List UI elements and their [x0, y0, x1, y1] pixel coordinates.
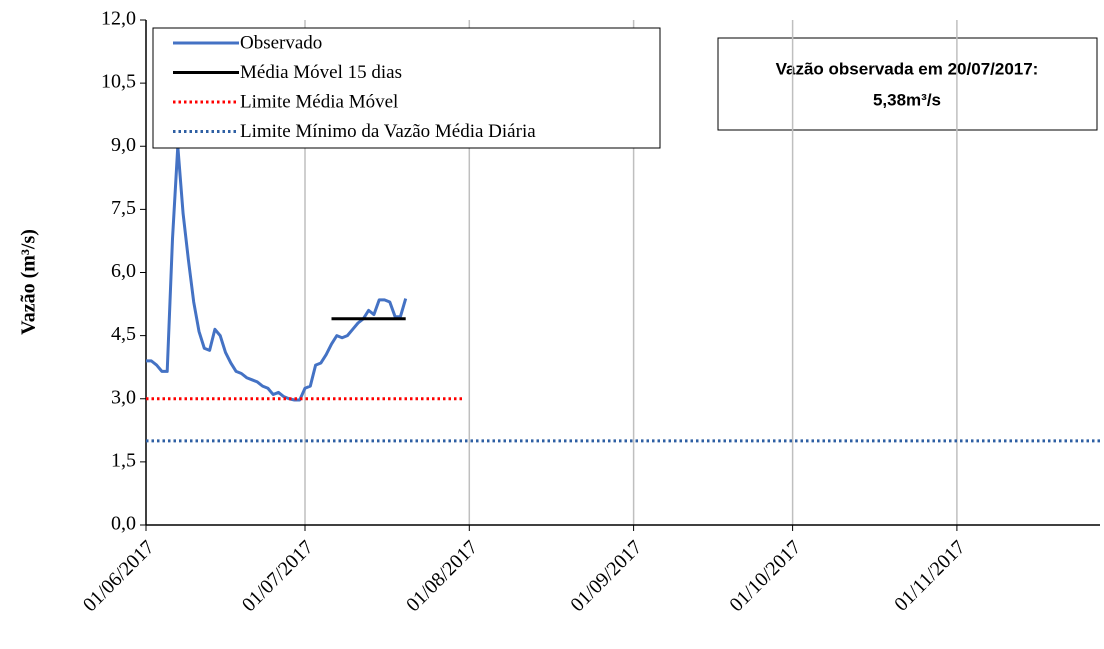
- y-tick-label: 12,0: [101, 8, 136, 30]
- y-tick-label: 7,5: [111, 197, 136, 219]
- y-tick-label: 3,0: [111, 386, 136, 408]
- x-tick-label: 01/11/2017: [890, 536, 969, 615]
- x-tick-label: 01/07/2017: [238, 536, 318, 616]
- x-tick-label: 01/06/2017: [79, 536, 159, 616]
- y-tick-label: 10,5: [101, 71, 136, 93]
- y-axis-label: Vazão (m³/s): [18, 229, 40, 335]
- x-tick-label: 01/09/2017: [566, 536, 646, 616]
- series-line: [146, 144, 408, 402]
- x-tick-label: 01/10/2017: [725, 536, 805, 616]
- y-tick-label: 9,0: [111, 134, 136, 156]
- annotation-box: [717, 37, 1098, 131]
- annotation: Vazão observada em 20/07/2017:: [776, 59, 1039, 78]
- annotation: 5,38m³/s: [873, 90, 941, 109]
- legend-label: Limite Média Móvel: [240, 91, 398, 112]
- y-tick-label: 4,5: [111, 323, 136, 345]
- x-tick-label: 01/08/2017: [402, 536, 482, 616]
- legend-label: Média Móvel 15 dias: [240, 62, 402, 83]
- legend-box: [152, 27, 661, 149]
- y-tick-label: 1,5: [111, 449, 136, 471]
- legend-label: Observado: [240, 32, 322, 53]
- legend-label: Limite Mínimo da Vazão Média Diária: [240, 121, 536, 142]
- y-tick-label: 6,0: [111, 260, 136, 282]
- y-tick-label: 0,0: [111, 513, 136, 535]
